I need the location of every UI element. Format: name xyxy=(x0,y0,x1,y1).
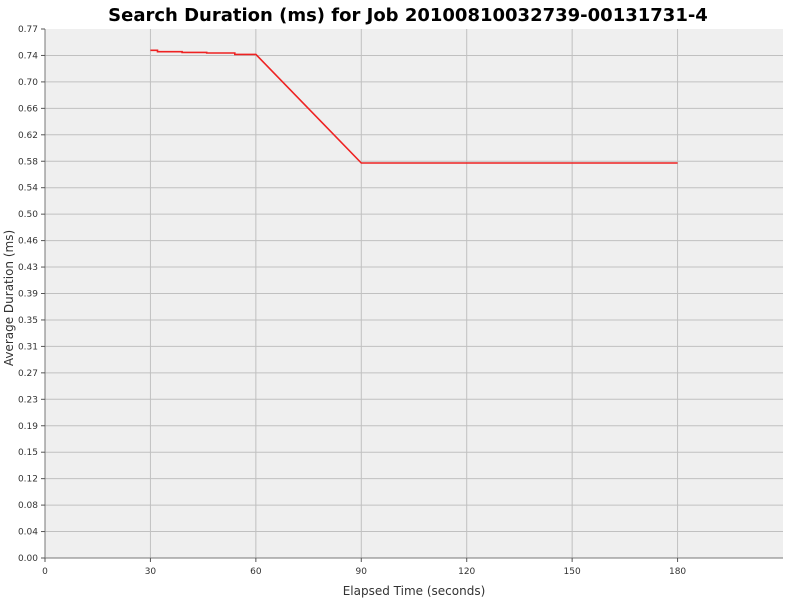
y-tick-label: 0.50 xyxy=(18,210,38,220)
y-tick-label: 0.66 xyxy=(18,104,38,114)
x-tick-label: 30 xyxy=(145,567,157,577)
x-tick-label: 120 xyxy=(458,567,475,577)
x-tick-label: 150 xyxy=(564,567,581,577)
y-tick-label: 0.04 xyxy=(18,528,38,538)
y-tick-label: 0.23 xyxy=(18,395,38,405)
chart-title: Search Duration (ms) for Job 20100810032… xyxy=(108,5,708,26)
y-tick-label: 0.00 xyxy=(18,554,38,564)
y-tick-label: 0.08 xyxy=(18,501,38,511)
x-tick-label: 180 xyxy=(669,567,686,577)
x-tick-label: 0 xyxy=(42,567,48,577)
series-layer xyxy=(150,49,678,164)
y-axis-ticks: 0.00 0.04 0.08 0.12 0.15 0.19 0.23 0.27 0.31 0.35… xyxy=(18,25,45,564)
y-tick-label: 0.46 xyxy=(18,237,38,247)
x-tick-label: 90 xyxy=(356,567,368,577)
y-tick-label: 0.77 xyxy=(18,25,38,35)
x-axis-ticks: 0 30 60 90 120 150 180 xyxy=(42,558,686,577)
y-tick-label: 0.27 xyxy=(18,369,38,379)
y-tick-label: 0.35 xyxy=(18,316,38,326)
y-tick-label: 0.15 xyxy=(18,448,38,458)
y-tick-label: 0.70 xyxy=(18,78,38,88)
y-tick-label: 0.58 xyxy=(18,157,38,167)
x-tick-label: 60 xyxy=(250,567,262,577)
y-tick-label: 0.12 xyxy=(18,475,38,485)
series-line-1 xyxy=(150,49,678,164)
y-tick-label: 0.19 xyxy=(18,422,38,432)
x-axis-label: Elapsed Time (seconds) xyxy=(343,584,486,598)
y-axis-label: Average Duration (ms) xyxy=(2,230,16,366)
y-tick-label: 0.62 xyxy=(18,131,38,141)
y-tick-label: 0.43 xyxy=(18,263,38,273)
grid-lines xyxy=(45,29,783,558)
y-tick-label: 0.54 xyxy=(18,184,38,194)
y-tick-label: 0.74 xyxy=(18,51,38,61)
y-tick-label: 0.39 xyxy=(18,290,38,300)
y-tick-label: 0.31 xyxy=(18,342,38,352)
